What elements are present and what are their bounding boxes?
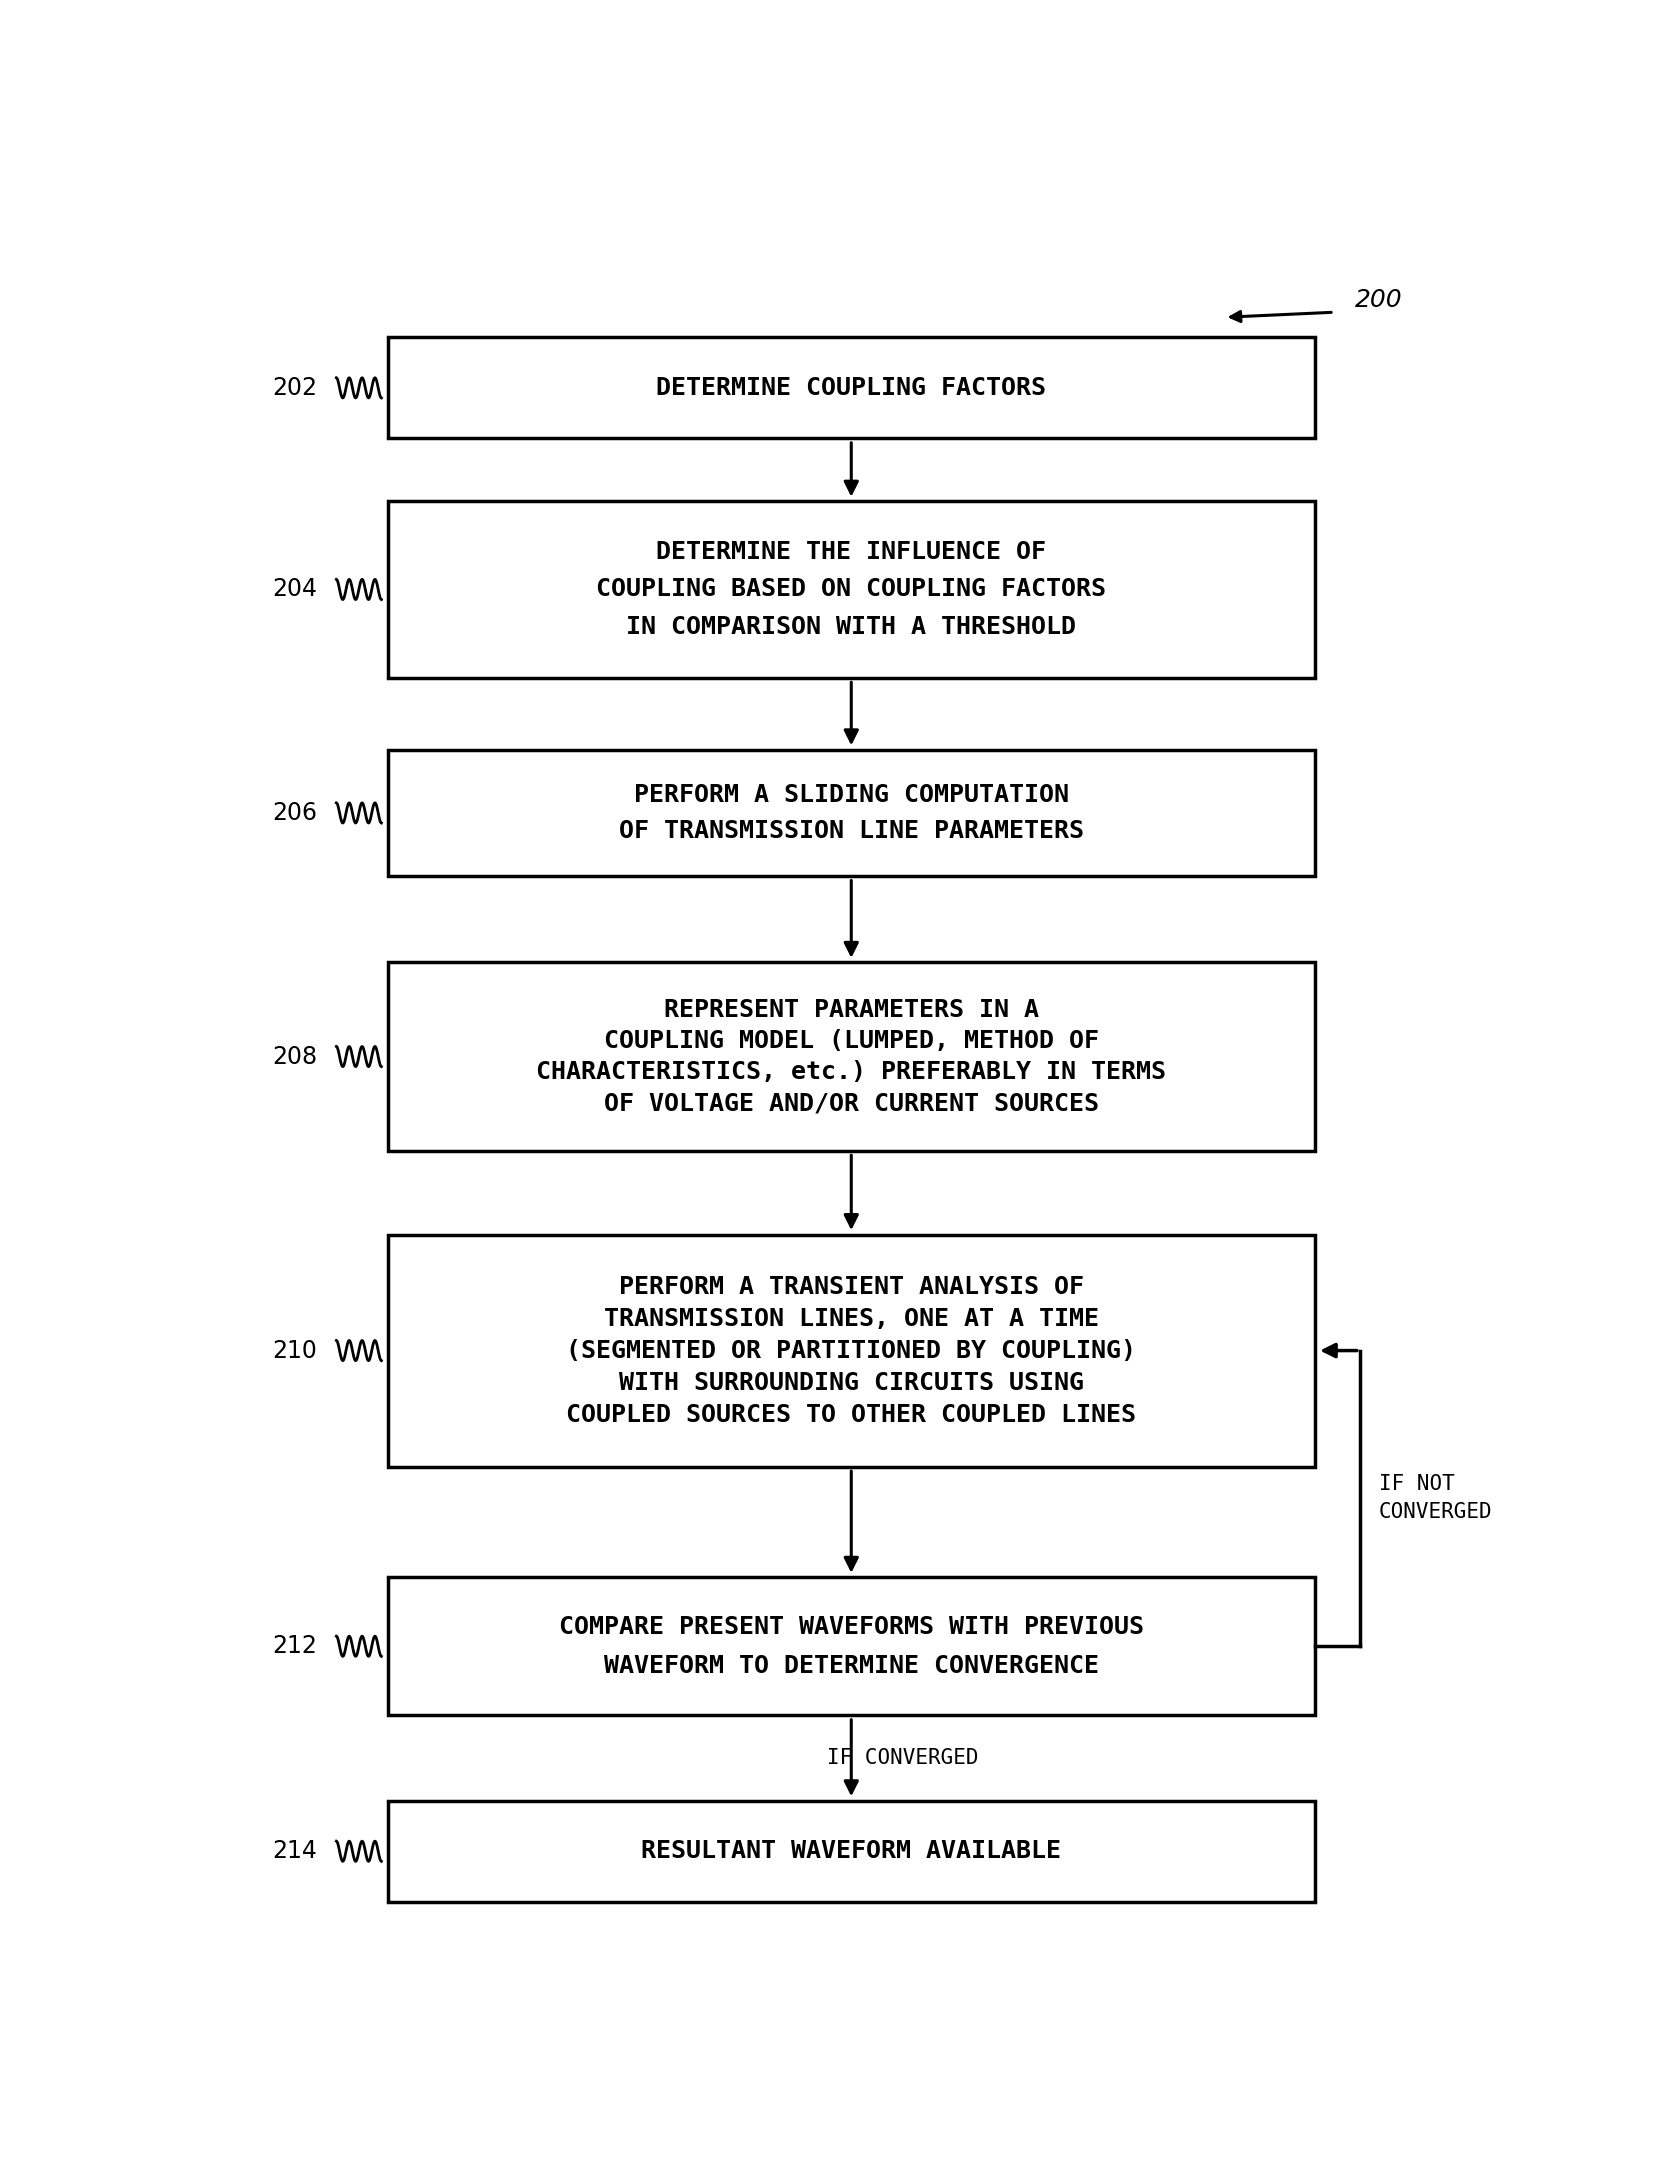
Bar — [389, 751, 1316, 875]
Text: 202: 202 — [272, 375, 317, 399]
Bar — [389, 502, 1316, 679]
Text: PERFORM A TRANSIENT ANALYSIS OF: PERFORM A TRANSIENT ANALYSIS OF — [620, 1274, 1083, 1298]
Text: DETERMINE COUPLING FACTORS: DETERMINE COUPLING FACTORS — [656, 375, 1046, 399]
Bar — [389, 962, 1316, 1150]
Text: COUPLING BASED ON COUPLING FACTORS: COUPLING BASED ON COUPLING FACTORS — [596, 578, 1106, 602]
Text: 210: 210 — [272, 1338, 317, 1362]
Text: 214: 214 — [272, 1839, 317, 1863]
Text: PERFORM A SLIDING COMPUTATION: PERFORM A SLIDING COMPUTATION — [635, 783, 1068, 807]
Text: RESULTANT WAVEFORM AVAILABLE: RESULTANT WAVEFORM AVAILABLE — [641, 1839, 1061, 1863]
Text: COUPLING MODEL (LUMPED, METHOD OF: COUPLING MODEL (LUMPED, METHOD OF — [603, 1030, 1100, 1054]
Text: OF TRANSMISSION LINE PARAMETERS: OF TRANSMISSION LINE PARAMETERS — [620, 818, 1083, 842]
Text: 204: 204 — [272, 578, 317, 602]
Text: IF CONVERGED: IF CONVERGED — [827, 1748, 978, 1767]
Text: WITH SURROUNDING CIRCUITS USING: WITH SURROUNDING CIRCUITS USING — [620, 1370, 1083, 1394]
Text: 200: 200 — [1355, 288, 1404, 312]
Text: WAVEFORM TO DETERMINE CONVERGENCE: WAVEFORM TO DETERMINE CONVERGENCE — [603, 1654, 1100, 1678]
Bar — [389, 1235, 1316, 1466]
Text: OF VOLTAGE AND/OR CURRENT SOURCES: OF VOLTAGE AND/OR CURRENT SOURCES — [603, 1091, 1100, 1115]
Bar — [389, 1578, 1316, 1715]
Text: IN COMPARISON WITH A THRESHOLD: IN COMPARISON WITH A THRESHOLD — [626, 615, 1076, 639]
Text: REPRESENT PARAMETERS IN A: REPRESENT PARAMETERS IN A — [664, 997, 1038, 1021]
Text: TRANSMISSION LINES, ONE AT A TIME: TRANSMISSION LINES, ONE AT A TIME — [603, 1307, 1100, 1331]
Text: COUPLED SOURCES TO OTHER COUPLED LINES: COUPLED SOURCES TO OTHER COUPLED LINES — [566, 1403, 1136, 1427]
Text: DETERMINE THE INFLUENCE OF: DETERMINE THE INFLUENCE OF — [656, 541, 1046, 565]
Text: CHARACTERISTICS, etc.) PREFERABLY IN TERMS: CHARACTERISTICS, etc.) PREFERABLY IN TER… — [537, 1060, 1166, 1084]
Text: COMPARE PRESENT WAVEFORMS WITH PREVIOUS: COMPARE PRESENT WAVEFORMS WITH PREVIOUS — [558, 1615, 1144, 1639]
Bar — [389, 338, 1316, 439]
Text: 206: 206 — [272, 801, 317, 825]
Bar — [389, 1800, 1316, 1903]
Text: (SEGMENTED OR PARTITIONED BY COUPLING): (SEGMENTED OR PARTITIONED BY COUPLING) — [566, 1338, 1136, 1362]
Text: IF NOT
CONVERGED: IF NOT CONVERGED — [1379, 1475, 1493, 1523]
Text: 208: 208 — [272, 1045, 317, 1069]
Text: 212: 212 — [272, 1634, 317, 1658]
